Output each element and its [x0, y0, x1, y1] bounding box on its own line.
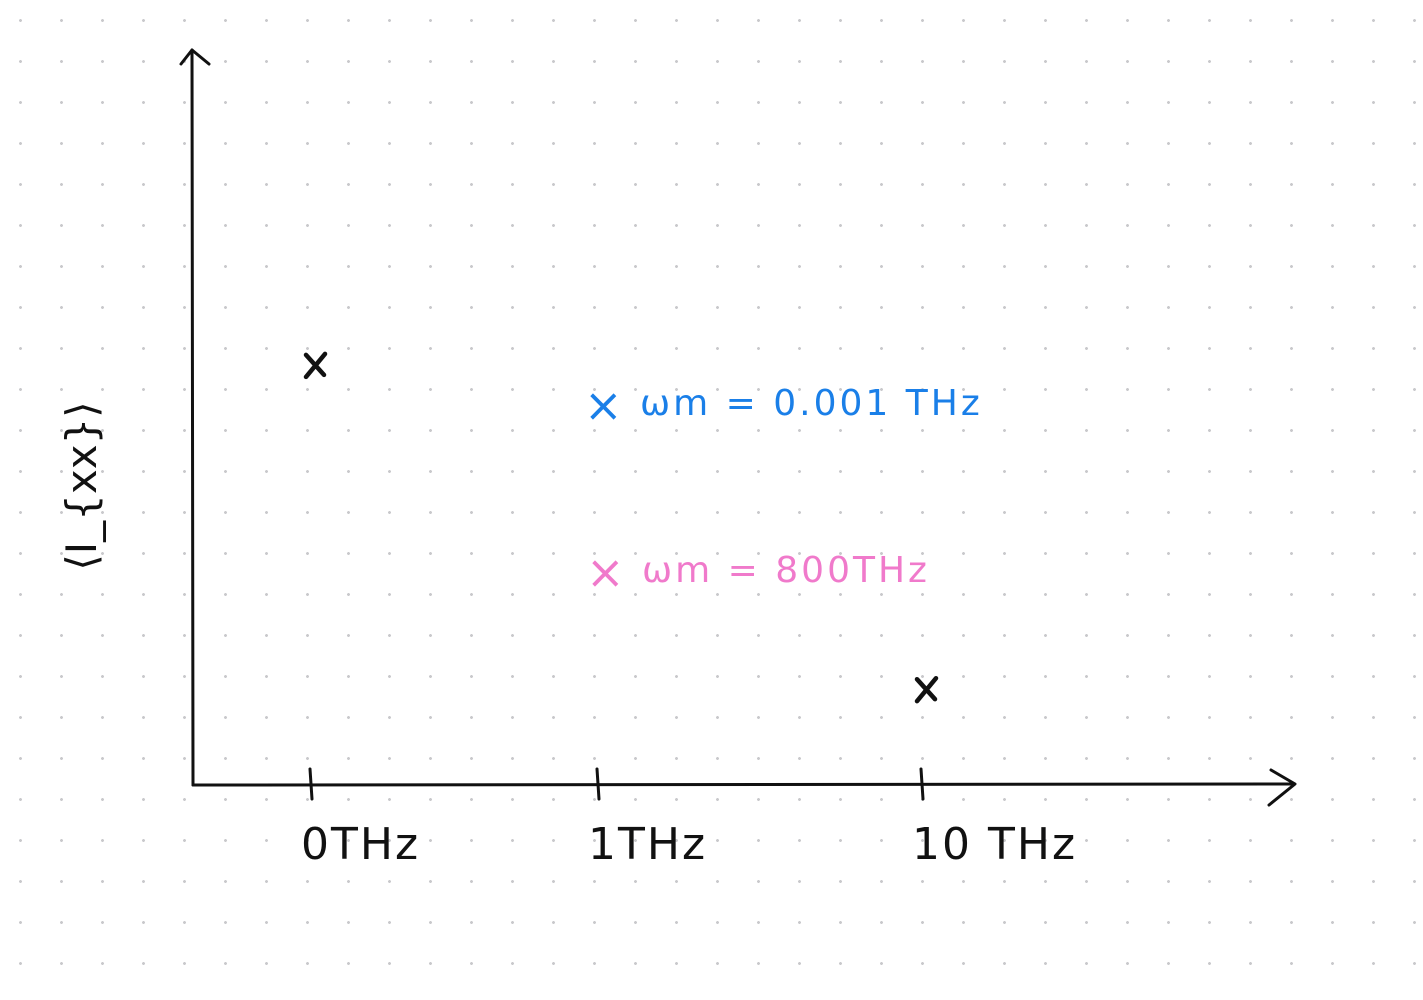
x-tick-mark [595, 767, 601, 801]
legend-entry: × ωm = 800THz [586, 545, 930, 599]
x-tick-label: 10 THz [912, 819, 1077, 870]
data-points [303, 351, 939, 704]
y-axis-label: ⟨I_{xx}⟩ [57, 401, 106, 570]
x-tick-label: 1THz [588, 819, 707, 870]
legend-entry: × ωm = 0.001 THz [584, 378, 983, 432]
data-point-marker [303, 351, 328, 380]
y-axis-line [190, 48, 195, 787]
legend-label: ωm = 800THz [642, 550, 930, 591]
legend: × ωm = 0.001 THz × ωm = 800THz [584, 378, 983, 599]
legend-marker: × [586, 545, 625, 599]
x-tick-mark [308, 767, 314, 801]
x-axis-arrowhead [1267, 768, 1297, 807]
axes [179, 48, 1297, 807]
x-ticks: 0THz 1THz 10 THz [301, 767, 1077, 870]
x-tick-label: 0THz [301, 819, 420, 870]
x-tick-mark [919, 767, 925, 801]
data-point-marker [914, 675, 939, 704]
legend-marker: × [584, 378, 623, 432]
y-axis-arrowhead [179, 48, 211, 66]
y-axis-label-group: ⟨I_{xx}⟩ [57, 401, 106, 570]
legend-label: ωm = 0.001 THz [640, 383, 983, 424]
x-axis-line [191, 782, 1295, 787]
